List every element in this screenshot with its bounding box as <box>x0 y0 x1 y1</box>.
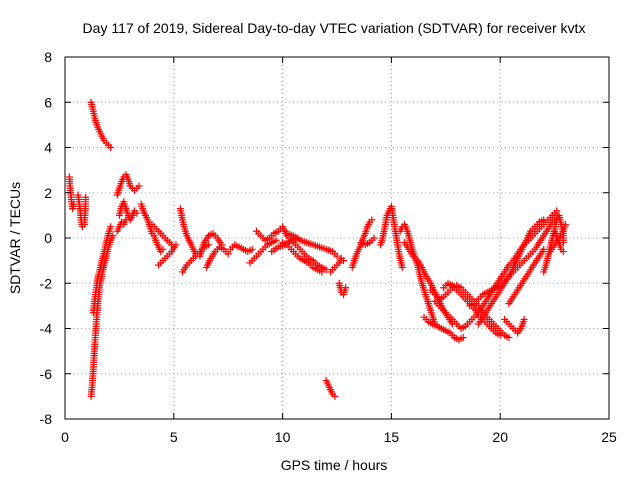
data-point-marker <box>248 245 256 253</box>
x-tick-label: 5 <box>170 429 178 445</box>
data-point-marker <box>122 216 130 224</box>
data-point-marker <box>340 257 348 265</box>
x-tick-label: 20 <box>492 429 508 445</box>
data-point-marker <box>224 250 232 258</box>
y-axis-label: SDTVAR / TECUs <box>7 182 23 294</box>
y-tick-label: -8 <box>40 411 53 427</box>
data-point-marker <box>107 144 115 151</box>
y-tick-label: 0 <box>44 230 52 246</box>
data-points <box>65 98 569 400</box>
data-point-marker <box>331 392 339 400</box>
data-point-marker <box>342 284 350 292</box>
axis-ticks: 0 5 10 15 20 25 -8 -6 -4 -2 0 2 4 6 8 <box>40 49 617 445</box>
data-point-marker <box>172 241 180 249</box>
data-point-marker <box>520 315 528 323</box>
data-point-marker <box>272 236 280 244</box>
x-tick-label: 25 <box>601 429 617 445</box>
data-point-marker <box>561 220 569 228</box>
data-point-marker <box>553 207 561 215</box>
data-point-marker <box>370 234 378 242</box>
data-point-marker <box>82 193 90 201</box>
y-tick-label: -6 <box>40 366 53 382</box>
data-point-marker <box>322 266 330 274</box>
data-point-marker <box>107 223 115 231</box>
data-point-marker <box>368 216 376 224</box>
data-point-marker <box>559 248 567 256</box>
x-axis-label: GPS time / hours <box>281 457 388 473</box>
data-point-marker <box>540 216 548 224</box>
data-point-marker <box>540 245 548 253</box>
data-point-marker <box>459 334 467 342</box>
x-tick-label: 15 <box>384 429 400 445</box>
data-point-marker <box>496 331 504 339</box>
chart-title: Day 117 of 2019, Sidereal Day-to-day VTE… <box>83 20 586 36</box>
y-tick-label: 2 <box>44 185 52 201</box>
data-point-marker <box>159 245 167 253</box>
data-point-marker <box>318 268 326 276</box>
y-tick-label: -2 <box>40 275 53 291</box>
data-point-marker <box>135 182 143 190</box>
x-tick-label: 10 <box>275 429 291 445</box>
data-point-marker <box>294 234 302 242</box>
data-point-marker <box>505 334 513 342</box>
y-tick-label: -4 <box>40 321 53 337</box>
data-point-marker <box>133 209 141 217</box>
y-tick-label: 4 <box>44 140 52 156</box>
y-tick-label: 6 <box>44 94 52 110</box>
y-tick-label: 8 <box>44 49 52 65</box>
data-point-marker <box>333 252 341 260</box>
data-point-marker <box>398 263 406 271</box>
x-tick-label: 0 <box>61 429 69 445</box>
